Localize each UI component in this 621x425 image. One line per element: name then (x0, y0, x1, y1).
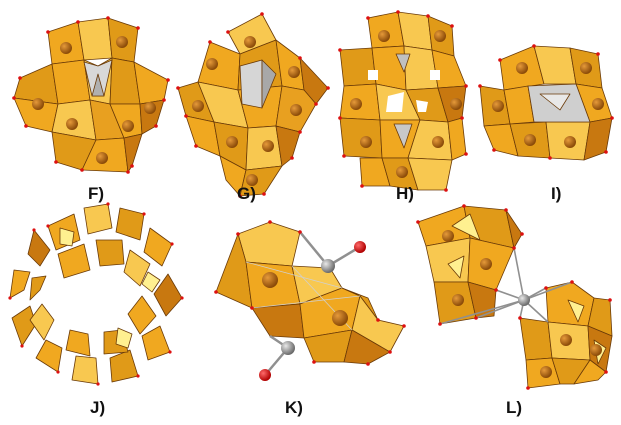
structure-l (416, 204, 613, 390)
structure-i (478, 44, 614, 161)
panel-label-f: F) (88, 184, 105, 203)
panel-label-j: J) (90, 398, 106, 417)
panel-label-k: K) (285, 398, 303, 417)
panel-label-l: L) (506, 398, 523, 417)
structure-f (12, 16, 170, 174)
panel-label-h: H) (396, 184, 414, 203)
panel-label-i: I) (551, 184, 562, 203)
structure-k (214, 220, 406, 381)
structure-h (338, 10, 468, 192)
structure-j (8, 202, 184, 386)
structure-g (176, 12, 330, 198)
panel-label-g: G) (237, 184, 256, 203)
